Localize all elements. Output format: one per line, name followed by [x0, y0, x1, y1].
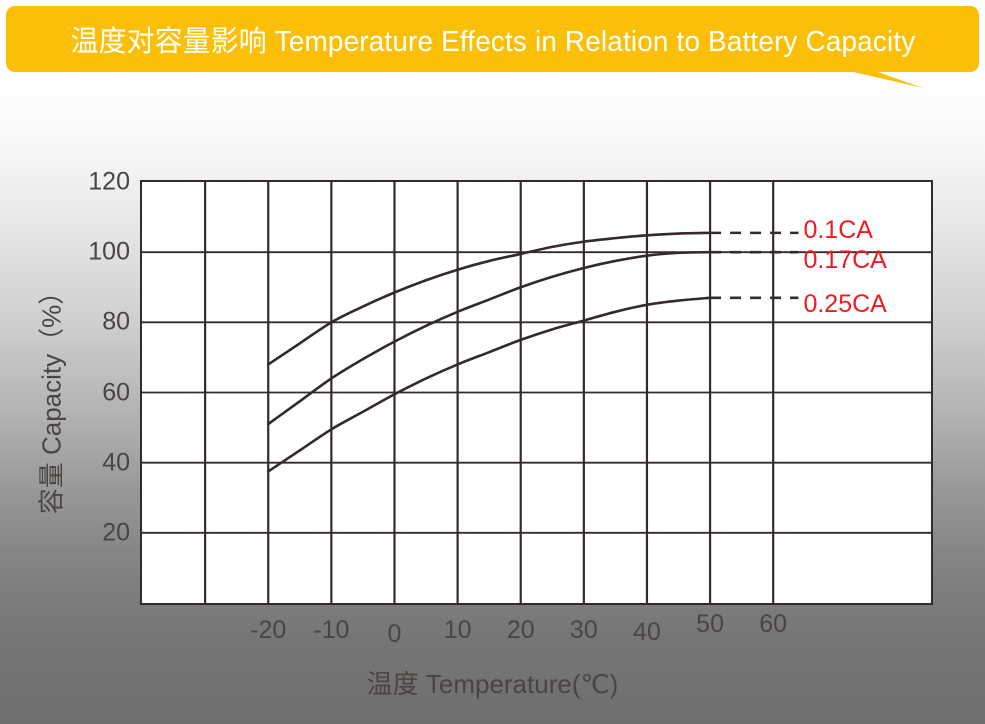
plot-canvas — [142, 182, 931, 603]
banner-title: 温度对容量影响 Temperature Effects in Relation … — [70, 26, 915, 58]
y-axis-title: 容量 Capacity（%） — [36, 278, 67, 515]
series-label-0-25CA: 0.25CA — [803, 290, 887, 318]
x-axis-tick-label: 50 — [696, 610, 724, 638]
x-axis-tick-label: 10 — [443, 616, 472, 644]
series-curve — [266, 250, 712, 426]
banner-tail-icon — [845, 70, 923, 88]
x-axis-tick-label: 0 — [387, 620, 402, 648]
x-axis-tick-label: 40 — [633, 618, 661, 646]
y-axis-ticks: 20 40 60 80 100 120 — [55, 0, 130, 724]
series-lines — [266, 231, 799, 473]
x-axis-tick-label: 20 — [506, 616, 535, 644]
x-axis-tick-label: 30 — [569, 616, 598, 644]
y-axis-tick-label: 20 — [102, 518, 130, 547]
series-curve — [266, 231, 712, 366]
banner: 温度对容量影响 Temperature Effects in Relation … — [6, 6, 979, 72]
y-axis-tick-label: 120 — [88, 167, 130, 196]
y-axis-tick-label: 100 — [88, 237, 130, 266]
series-label-0-17CA: 0.17CA — [803, 246, 887, 274]
x-axis-title: 温度 Temperature(℃) — [366, 669, 619, 699]
x-axis-tick-label: -20 — [250, 616, 287, 644]
y-axis-tick-label: 40 — [102, 448, 130, 477]
x-axis-tick-label: -10 — [313, 616, 350, 644]
y-axis-tick-label: 60 — [102, 378, 130, 406]
series-curve — [266, 296, 712, 473]
x-axis-tick-label: 60 — [759, 610, 788, 638]
y-axis-tick-label: 80 — [102, 307, 130, 336]
gridlines — [142, 182, 931, 603]
series-label-0-1CA: 0.1CA — [803, 216, 873, 244]
plot-area — [140, 180, 933, 605]
